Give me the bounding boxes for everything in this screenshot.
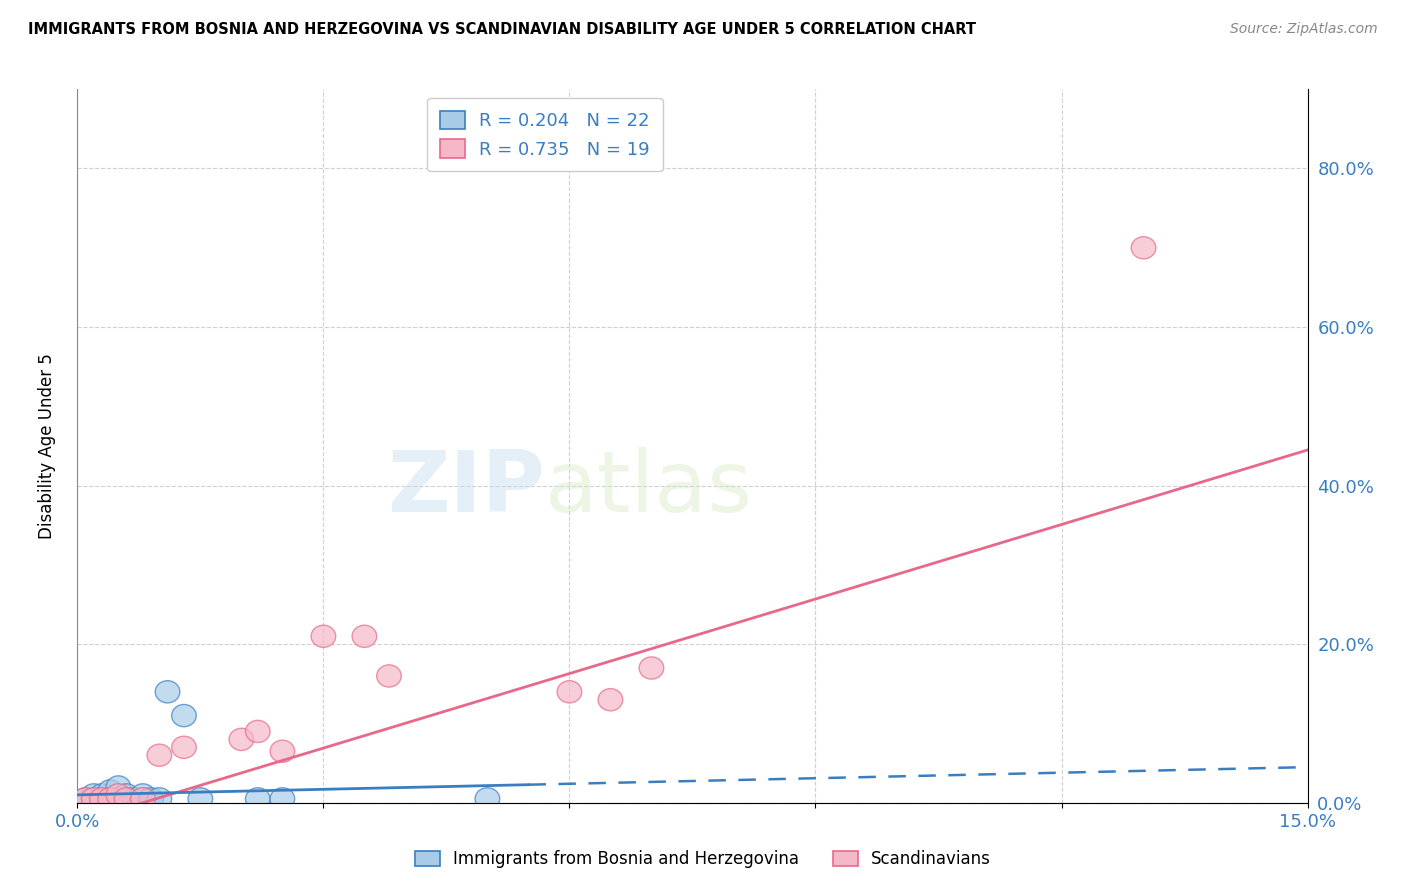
Ellipse shape: [246, 788, 270, 810]
Ellipse shape: [82, 788, 105, 810]
Ellipse shape: [311, 625, 336, 648]
Ellipse shape: [148, 788, 172, 810]
Ellipse shape: [188, 788, 212, 810]
Text: atlas: atlas: [546, 447, 752, 531]
Ellipse shape: [1132, 236, 1156, 259]
Ellipse shape: [172, 705, 197, 727]
Ellipse shape: [229, 728, 253, 750]
Ellipse shape: [73, 788, 98, 810]
Ellipse shape: [598, 689, 623, 711]
Ellipse shape: [640, 657, 664, 679]
Ellipse shape: [114, 788, 139, 810]
Ellipse shape: [139, 788, 163, 810]
Ellipse shape: [105, 788, 131, 810]
Ellipse shape: [98, 780, 122, 802]
Ellipse shape: [246, 721, 270, 742]
Ellipse shape: [90, 784, 114, 806]
Text: Source: ZipAtlas.com: Source: ZipAtlas.com: [1230, 22, 1378, 37]
Ellipse shape: [73, 788, 98, 810]
Legend: R = 0.204   N = 22, R = 0.735   N = 19: R = 0.204 N = 22, R = 0.735 N = 19: [427, 98, 662, 171]
Ellipse shape: [98, 788, 122, 810]
Ellipse shape: [155, 681, 180, 703]
Ellipse shape: [557, 681, 582, 703]
Ellipse shape: [172, 736, 197, 758]
Ellipse shape: [475, 788, 499, 810]
Ellipse shape: [90, 788, 114, 810]
Legend: Immigrants from Bosnia and Herzegovina, Scandinavians: Immigrants from Bosnia and Herzegovina, …: [408, 844, 998, 875]
Ellipse shape: [105, 784, 131, 806]
Ellipse shape: [114, 784, 139, 806]
Ellipse shape: [270, 740, 295, 763]
Ellipse shape: [131, 788, 155, 810]
Ellipse shape: [82, 788, 105, 810]
Ellipse shape: [114, 788, 139, 810]
Ellipse shape: [131, 784, 155, 806]
Ellipse shape: [98, 788, 122, 810]
Ellipse shape: [82, 784, 105, 806]
Ellipse shape: [377, 665, 401, 687]
Ellipse shape: [131, 788, 155, 810]
Text: ZIP: ZIP: [387, 447, 546, 531]
Text: IMMIGRANTS FROM BOSNIA AND HERZEGOVINA VS SCANDINAVIAN DISABILITY AGE UNDER 5 CO: IMMIGRANTS FROM BOSNIA AND HERZEGOVINA V…: [28, 22, 976, 37]
Ellipse shape: [105, 776, 131, 798]
Ellipse shape: [270, 788, 295, 810]
Ellipse shape: [148, 744, 172, 766]
Ellipse shape: [122, 788, 148, 810]
Y-axis label: Disability Age Under 5: Disability Age Under 5: [38, 353, 56, 539]
Ellipse shape: [352, 625, 377, 648]
Ellipse shape: [90, 788, 114, 810]
